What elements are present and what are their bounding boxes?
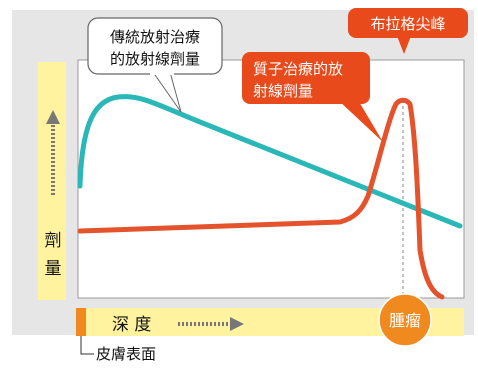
callout-proton-line-1: 質子治療的放	[253, 60, 343, 78]
skin-surface-label: 皮膚表面	[96, 345, 156, 363]
tumor-marker: 腫瘤	[378, 293, 432, 347]
skin-surface-marker	[76, 308, 86, 336]
y-axis-label-char-1: 劑	[45, 231, 62, 251]
dotted-up-arrow-icon	[46, 110, 60, 195]
callout-proton: 質子治療的放 射線劑量	[242, 52, 383, 142]
conventional-dose-curve	[77, 94, 463, 229]
callout-proton-line-2: 射線劑量	[253, 82, 313, 100]
dotted-right-arrow-icon	[178, 317, 244, 331]
callout-bragg-peak-text: 布拉格尖峰	[370, 15, 445, 33]
proton-dose-curve	[77, 97, 445, 300]
tumor-label: 腫瘤	[389, 311, 421, 330]
callout-conventional: 傳統放射治療 的放射線劑量	[87, 17, 223, 113]
callout-conventional-line-2: 的放射線劑量	[110, 50, 200, 68]
skin-surface-leader	[80, 336, 94, 355]
y-axis-label-char-2: 量	[45, 259, 62, 279]
x-axis-label: 深 度	[112, 315, 151, 335]
callout-conventional-line-1: 傳統放射治療	[110, 28, 200, 46]
callout-bragg-peak: 布拉格尖峰	[348, 8, 468, 54]
